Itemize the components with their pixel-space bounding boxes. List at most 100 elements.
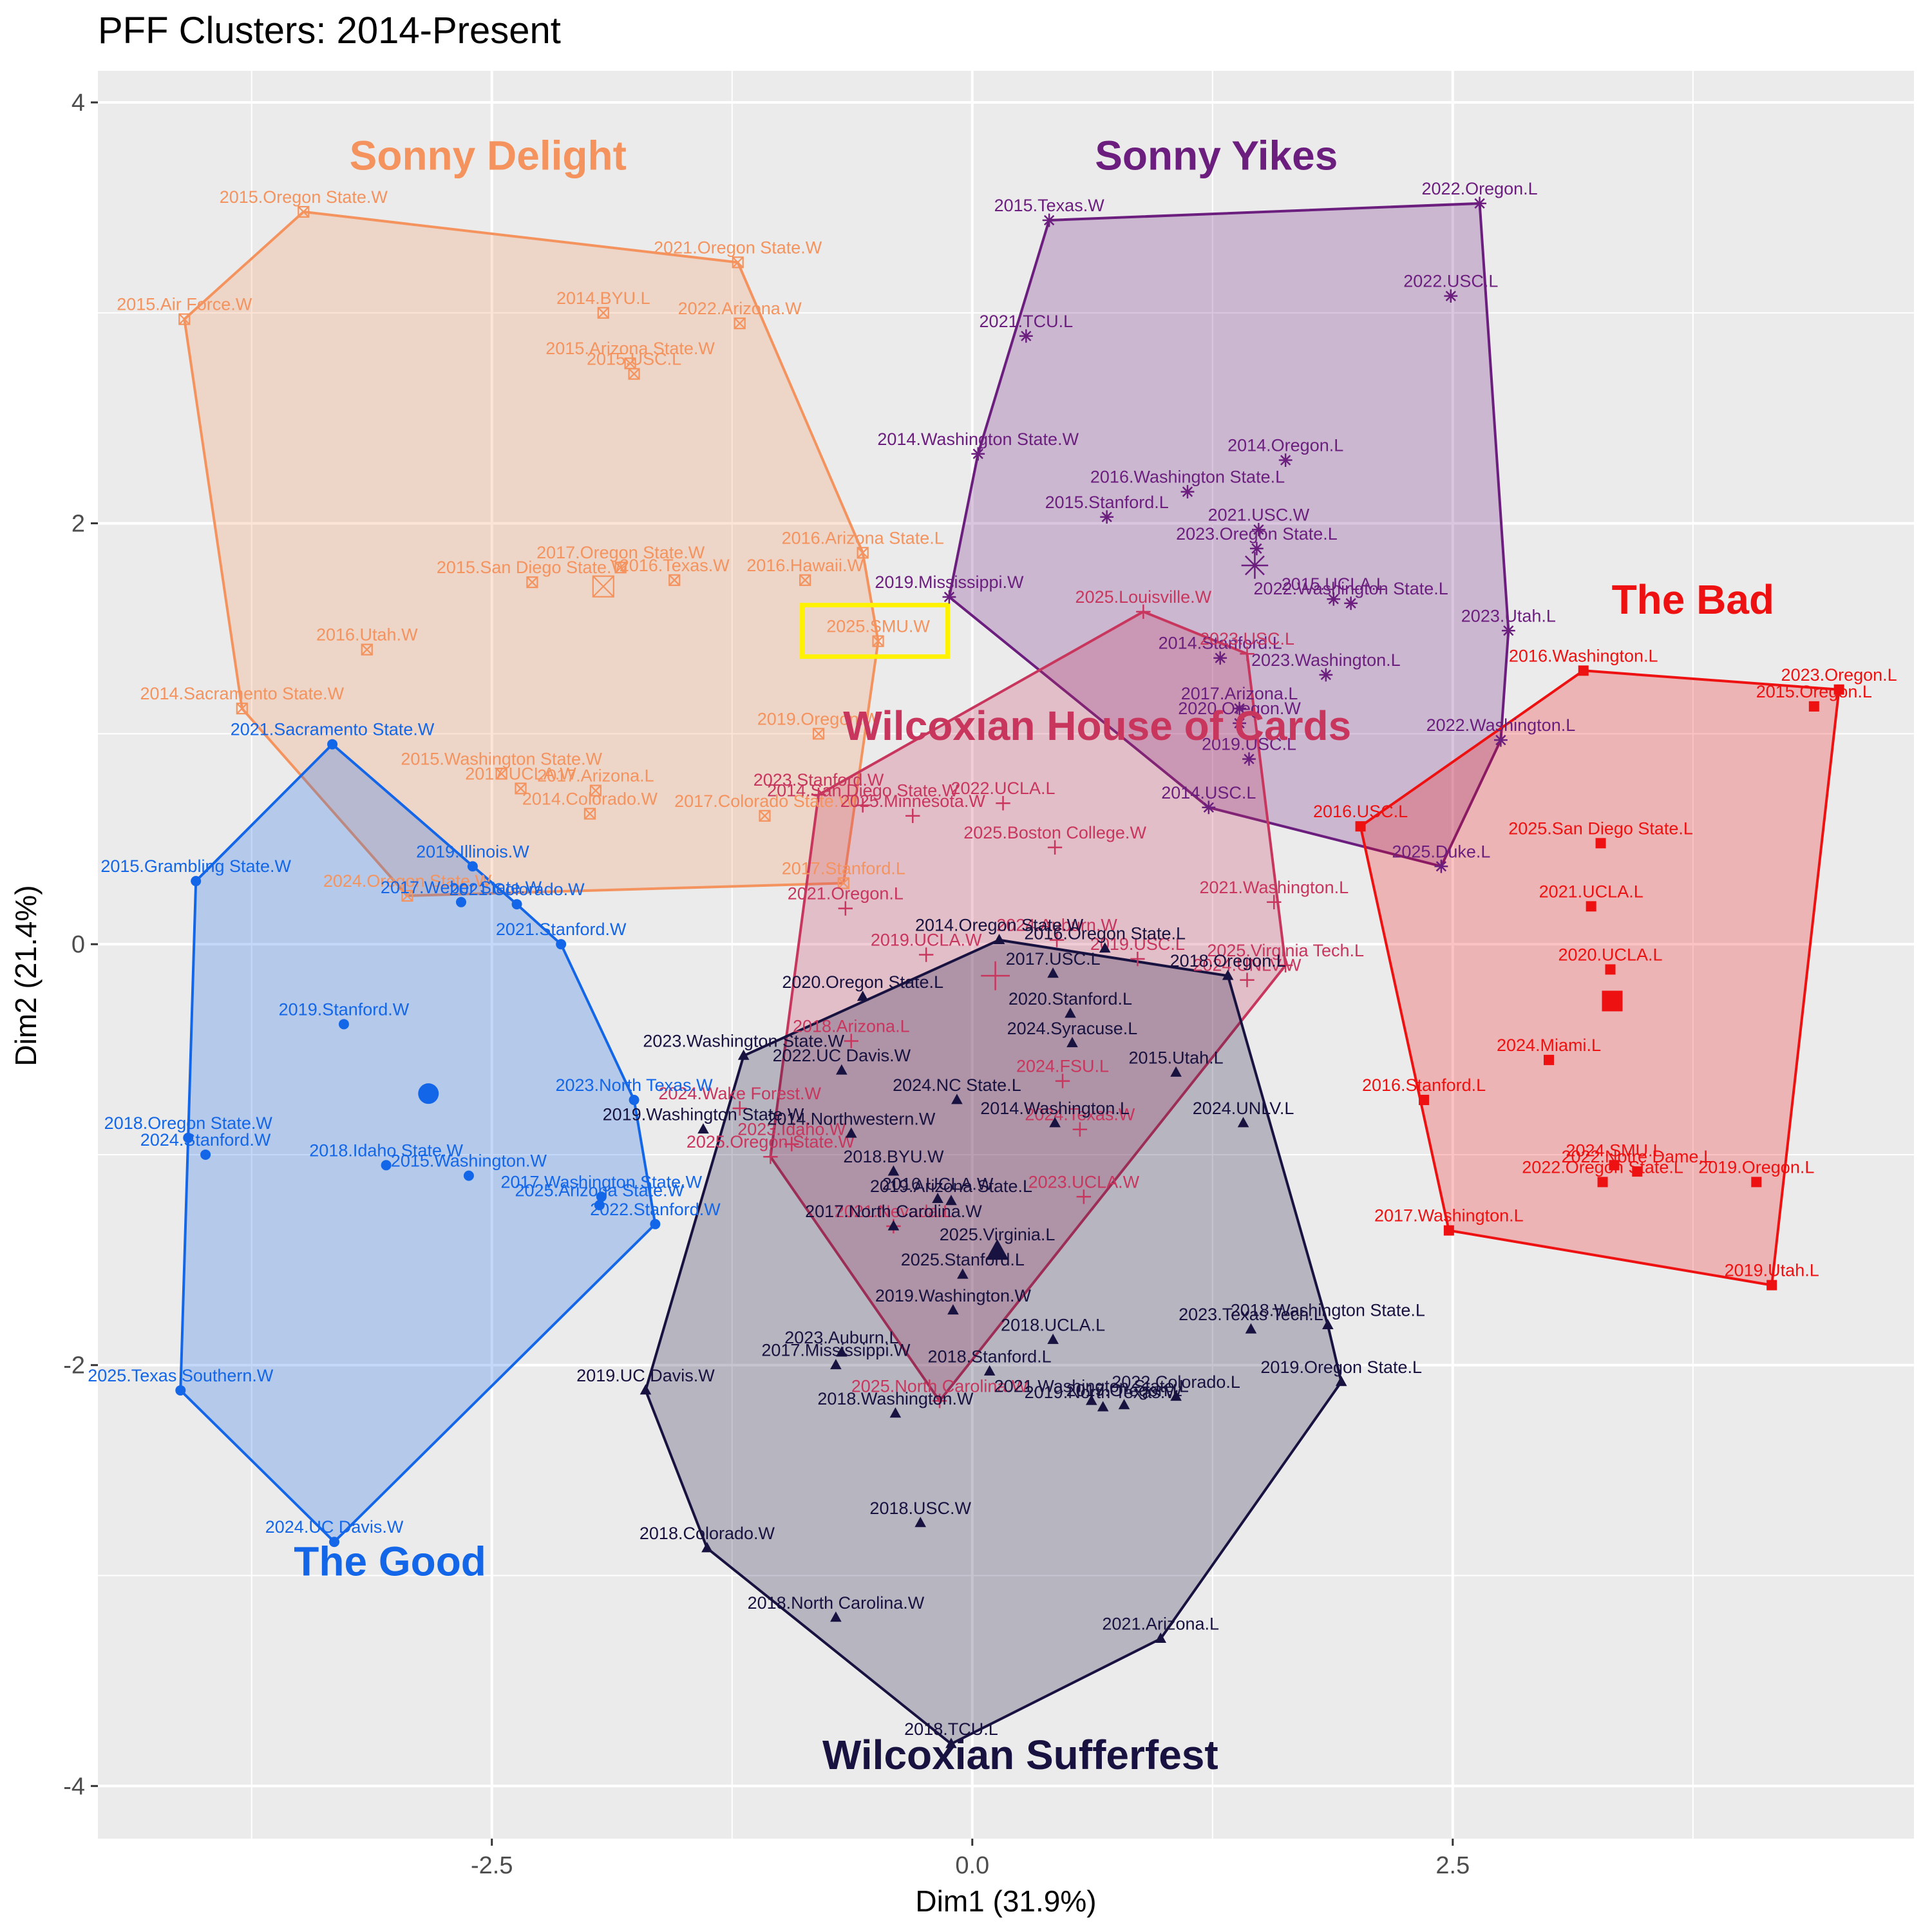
point-marker [1202, 800, 1216, 815]
highlight-box [800, 603, 951, 659]
point-shape [1047, 967, 1059, 978]
point-label: 2018.Washington State.L [1231, 1301, 1425, 1320]
point-label: 2014.BYU.L [556, 289, 650, 308]
point-marker [732, 256, 744, 269]
point-marker [639, 1384, 652, 1395]
point-marker [1019, 329, 1033, 343]
point-shape [993, 934, 1005, 945]
point-marker [1242, 752, 1256, 766]
point-label: 2019.UCLA.W [871, 931, 982, 950]
point-shape [1042, 213, 1056, 227]
point-shape [1578, 665, 1589, 676]
point-marker [1355, 821, 1366, 832]
point-marker [1085, 1394, 1097, 1405]
point-shape [857, 547, 869, 559]
point-shape [1319, 668, 1333, 682]
point-label: 2022.UCLA.L [951, 779, 1055, 798]
point-marker [1049, 933, 1065, 947]
point-marker [1066, 1037, 1078, 1048]
point-marker [887, 1165, 900, 1176]
point-marker [1170, 1390, 1182, 1401]
point-marker [329, 1537, 340, 1548]
point-marker [932, 1394, 947, 1408]
point-shape [737, 1049, 750, 1060]
point-label: 2024.Auburn.W [996, 916, 1117, 935]
point-shape [175, 1385, 186, 1396]
point-shape [971, 447, 985, 461]
point-label: 2018.UCLA.L [1001, 1316, 1105, 1335]
point-shape [1586, 901, 1596, 912]
point-shape [784, 1137, 799, 1151]
point-label: 2017.UCLA.W [465, 764, 576, 783]
point-label: 2023.Oregon State.L [1176, 524, 1338, 544]
point-marker [614, 562, 627, 574]
point-marker [957, 1268, 969, 1279]
point-label: 2014.Colorado.W [522, 790, 658, 809]
cluster-hull [1359, 669, 1841, 1287]
point-label: 2018.Idaho State.W [309, 1141, 463, 1160]
point-shape [329, 1537, 340, 1548]
point-marker [1076, 1189, 1092, 1204]
point-shape [1055, 1074, 1070, 1088]
y-tick-label: -2 [63, 1352, 85, 1379]
point-shape [629, 1094, 639, 1105]
point-label: 2019.Oregon State.L [1260, 1358, 1422, 1377]
point-marker [732, 1101, 747, 1116]
point-marker [830, 1611, 842, 1622]
point-marker [759, 810, 771, 822]
point-label: 2016.Texas.W [620, 556, 730, 575]
point-shape [1833, 684, 1844, 695]
point-label: 2016.USC.L [1313, 802, 1408, 821]
point-label: 2017.USC.L [1006, 949, 1101, 969]
point-shape [1240, 647, 1255, 661]
point-label: 2024.SMU.L [1566, 1141, 1662, 1160]
point-label: 2025.San Diego State.L [1508, 819, 1693, 838]
point-shape [836, 1346, 848, 1357]
point-marker [855, 798, 870, 813]
point-shape [1170, 1066, 1182, 1077]
point-shape [1049, 1117, 1061, 1128]
point-label: 2025.Stanford.L [901, 1250, 1025, 1269]
point-label: 2023.Texas Tech.L [1179, 1305, 1323, 1324]
point-marker [236, 703, 248, 715]
cluster-hulls [179, 202, 1841, 1745]
point-marker [298, 205, 310, 218]
point-shape [845, 1127, 857, 1138]
point-marker [784, 1137, 799, 1151]
point-shape [732, 256, 744, 269]
point-label: 2017.Oregon State.W [536, 543, 705, 562]
point-marker [914, 1517, 927, 1528]
point-label: 2018.North Carolina.W [748, 1593, 925, 1613]
point-shape [763, 1150, 778, 1164]
point-shape [178, 313, 191, 325]
point-shape [1233, 701, 1246, 715]
point-label: 2024.Miami.L [1497, 1036, 1601, 1055]
point-marker [951, 1094, 963, 1104]
point-marker [589, 784, 601, 797]
point-shape [298, 206, 310, 218]
point-label: 2024.Stanford.W [140, 1130, 271, 1150]
point-marker [993, 934, 1005, 945]
point-label: 2018.Oregon.L [1170, 951, 1286, 971]
point-shape [1344, 596, 1358, 611]
point-label: 2021.UCLA.L [1539, 882, 1643, 901]
point-shape [701, 1542, 713, 1553]
point-shape [887, 1220, 900, 1231]
point-marker [456, 896, 466, 907]
point-marker [1250, 542, 1264, 556]
point-shape [1605, 964, 1616, 975]
point-label: 2025.Boston College.W [963, 823, 1146, 842]
point-label: 2015.UCLA.L [1282, 574, 1386, 594]
point-label: 2023.Washington State.W [643, 1031, 844, 1050]
point-label: 2024.Syracuse.L [1007, 1019, 1138, 1038]
point-label: 2016.Washington State.L [1090, 468, 1285, 487]
point-shape [584, 808, 596, 820]
point-marker [1072, 1122, 1088, 1137]
point-shape [932, 1192, 943, 1203]
point-marker [887, 1220, 900, 1231]
point-label: 2018.Colorado.W [639, 1524, 775, 1543]
point-shape [697, 1123, 709, 1134]
point-label: 2018.Washington.W [817, 1389, 974, 1408]
point-shape [592, 575, 614, 598]
point-shape [932, 1394, 947, 1408]
